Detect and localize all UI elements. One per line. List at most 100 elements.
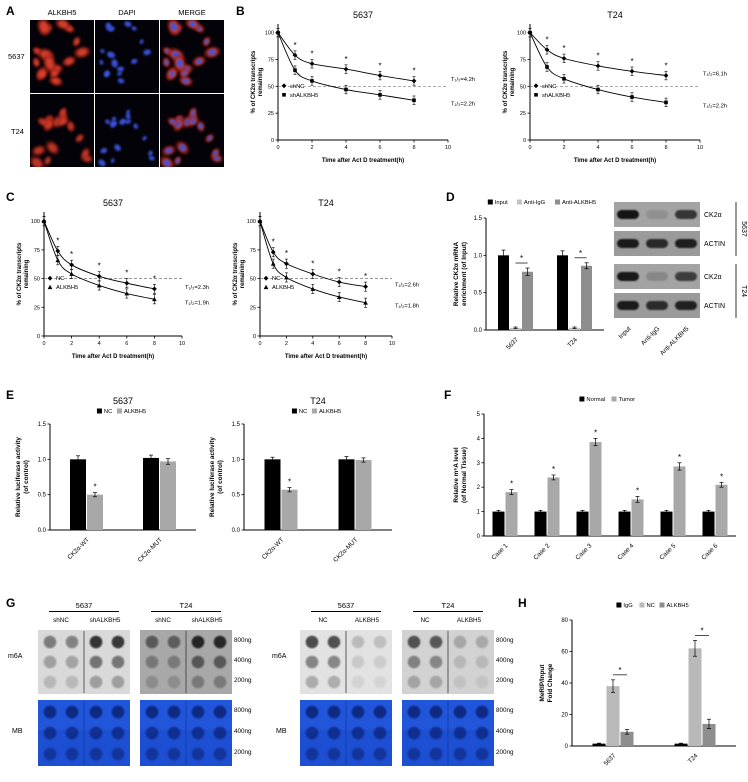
svg-text:75: 75 [520,57,526,63]
y-axis-label: % of CK2α transcripts [17,242,23,305]
svg-text:*: * [338,267,341,276]
svg-text:*: * [364,272,367,281]
y-axis-label: (of control) [23,460,30,494]
gel-lane-label: Input [617,325,632,340]
legend-label: NC [299,409,307,415]
micrograph-T24-ALKBH5 [29,94,94,171]
blot-condition-label: shALKBH5 [89,617,121,624]
y-axis-label: remaining [510,67,516,96]
svg-text:*: * [56,236,59,245]
blot-group-header: 5637 [49,602,119,612]
y-axis-label: MeRIP/Input [539,664,546,702]
micrograph-5637-MERGE [160,17,224,93]
blot-condition-label: shNC [155,617,171,624]
blot-group-header: T24 [151,602,221,612]
m6a-dot-blot [300,630,392,699]
svg-text:10: 10 [389,341,395,347]
legend-label: ALKBH5 [272,285,294,291]
plot-title: 5637 [113,396,133,406]
svg-text:8: 8 [153,341,156,347]
blot-amount-label: 200ng [234,749,252,756]
svg-text:80: 80 [561,618,568,624]
micrograph-5637-ALKBH5 [30,17,94,93]
mb-dot-blot [300,700,392,771]
legend-label: Input [495,200,508,206]
svg-text:0: 0 [271,138,274,144]
x-tick-label: Case 6 [700,542,719,561]
svg-text:*: * [545,35,548,44]
svg-text:0.0: 0.0 [232,528,241,534]
chart-svg-E1: 5637 0.0 0.5 1.0 1.5 Relative luciferase acti… [15,396,196,564]
svg-text:*: * [293,41,296,50]
svg-text:50: 50 [250,277,256,283]
m6a-level-bar-chart: 0 1 2 3 4 5 Relative m⁶A level (of Normal Tissu… [450,394,742,576]
halflife-label: T₁/₂=1.9h [185,300,209,306]
y-axis-label: % of CK2α transcripts [233,242,239,305]
svg-text:0.0: 0.0 [474,328,483,334]
legend-label: Tumor [619,397,636,403]
svg-text:*: * [562,44,565,53]
svg-text:*: * [153,274,156,283]
svg-text:60: 60 [561,650,568,656]
panel-label-a: A [6,4,15,18]
blot-amount-label: 800ng [234,637,252,644]
svg-text:40: 40 [561,681,568,687]
svg-text:25: 25 [34,305,40,311]
chart-svg-H: 0 20 40 60 80 MeRIP/Input Fold Change IgG NC ALKB… [539,602,736,767]
svg-text:50: 50 [34,277,40,283]
x-tick-label: CK2α-WT [261,536,286,561]
svg-text:2: 2 [562,145,565,151]
blot-condition-label: shALKBH5 [191,617,223,624]
decay-plot-t24-overexpression: T24 0 25 50 75 100 0 2 4 6 8 10 Time after Act D tre… [230,196,438,362]
svg-text:100: 100 [265,31,274,37]
legend-label: ALKBH5 [56,285,78,291]
decay-plot-5637-overexpression: 5637 0 25 50 75 100 0 2 4 6 8 10 Time after Act D tr… [14,196,228,362]
svg-text:8: 8 [664,145,667,151]
halflife-label: T₁/₂=4.2h [451,77,475,83]
blot-group-header: T24 [413,602,483,612]
svg-text:0: 0 [253,334,256,340]
blot-amount-label: 400ng [234,728,252,735]
panel-label-g: G [6,596,16,610]
svg-text:50: 50 [268,84,274,90]
svg-text:75: 75 [268,57,274,63]
mb-dot-blot [38,700,130,771]
y-axis-label: (of control) [217,460,224,494]
y-axis-label: remaining [24,259,30,288]
svg-text:3: 3 [477,461,481,467]
svg-text:*: * [412,67,415,76]
svg-text:0: 0 [42,341,45,347]
mb-dot-blot [402,700,494,771]
gel-lane-label: Anti-IgG [640,325,662,347]
blot-condition-label: ALKBH5 [354,617,380,624]
channel-header-merge: MERGE [178,8,206,17]
m6a-dot-blot [140,630,232,699]
svg-text:25: 25 [268,111,274,117]
decay-plot-5637-knockdown: 5637 0 25 50 75 100 0 2 4 6 8 10 Time after Act D tr… [248,8,494,166]
decay-plot-t24-knockdown: T24 0 25 50 75 100 0 2 4 6 8 10 Time after Act D tre… [500,8,746,166]
chart-svg-F: 0 1 2 3 4 5 Relative m⁶A level (of Normal Tissu… [453,396,736,562]
svg-text:1.5: 1.5 [38,422,47,428]
svg-text:2: 2 [70,341,73,347]
y-axis-label: % of CK2α transcripts [251,50,257,113]
y-axis-label: Relative CK2α mRNA [453,241,460,306]
chart-svg-B2: T24 0 25 50 75 100 0 2 4 6 8 10 Time after Act D tre… [503,10,727,164]
svg-text:1.5: 1.5 [474,216,483,222]
svg-text:100: 100 [247,219,256,225]
legend-label: NC [272,276,280,282]
svg-text:*: * [636,486,639,495]
svg-text:0: 0 [37,334,40,340]
svg-text:*: * [70,250,73,259]
svg-text:*: * [311,259,314,268]
svg-text:*: * [552,465,555,474]
svg-text:20: 20 [561,713,568,719]
x-tick-label: T24 [566,336,579,349]
svg-text:4: 4 [311,341,314,347]
svg-text:25: 25 [520,111,526,117]
mb-dot-blot [140,700,232,771]
x-tick-label: Case 4 [616,542,635,561]
legend-label: NC [56,276,64,282]
svg-text:4: 4 [344,145,347,151]
halflife-label: T₁/₂=2.2h [451,101,475,107]
blot-row-label-mb: MB [12,728,23,735]
